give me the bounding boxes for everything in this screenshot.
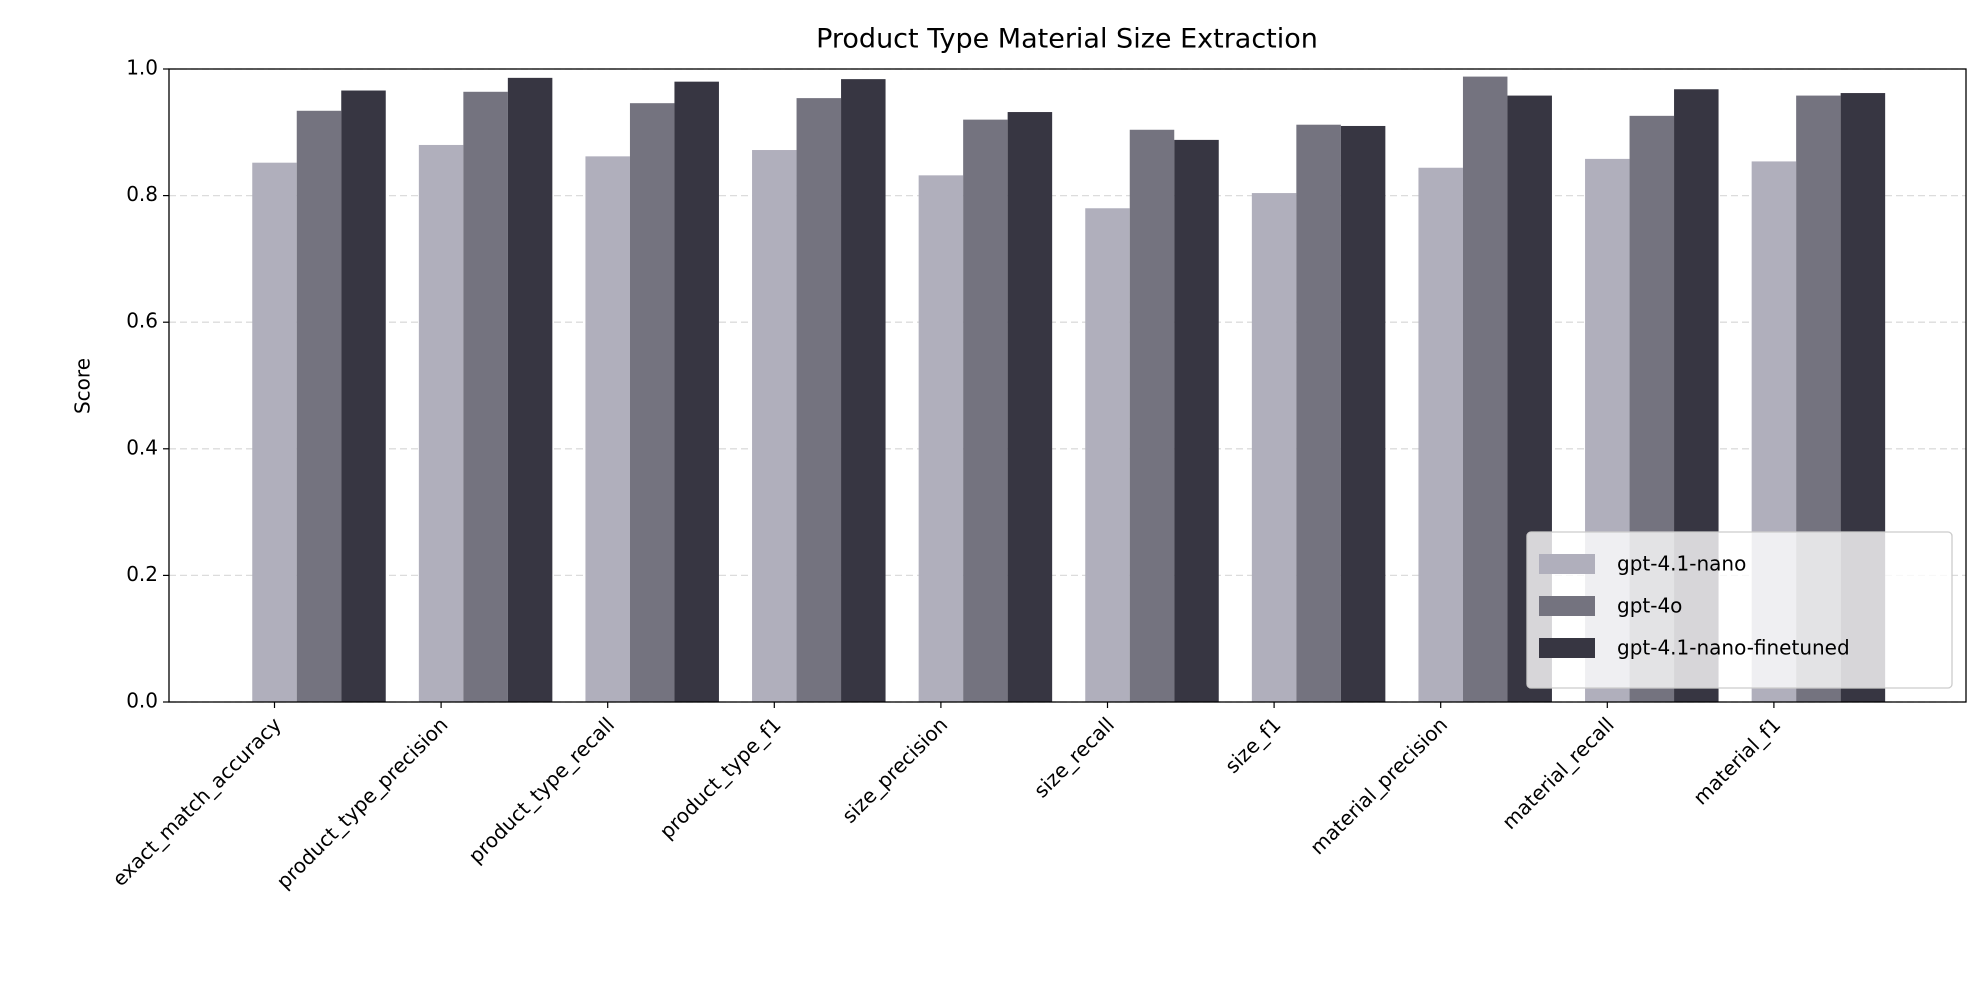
bar <box>1340 125 1386 703</box>
bar <box>752 150 797 703</box>
y-tick-label: 0.6 <box>126 309 158 333</box>
legend-label: gpt-4.1-nano <box>1617 552 1746 576</box>
x-tick-label: material_precision <box>1305 712 1452 859</box>
bar <box>1174 139 1219 702</box>
x-tick-label: product_type_recall <box>464 712 620 868</box>
y-tick-label: 0.2 <box>126 562 158 586</box>
legend-label: gpt-4o <box>1617 594 1682 618</box>
bar <box>1129 129 1175 702</box>
axes-frame <box>168 68 1967 703</box>
bar <box>629 103 675 702</box>
legend-swatch <box>1539 638 1595 658</box>
bar <box>1418 167 1463 703</box>
y-tick-label: 0.0 <box>126 689 158 713</box>
bar <box>1251 193 1297 702</box>
x-tick-label: exact_match_accuracy <box>107 712 286 891</box>
y-tick-label: 1.0 <box>126 56 158 80</box>
legend-swatch <box>1539 596 1595 616</box>
bar <box>1085 208 1130 702</box>
x-tick-label: material_recall <box>1497 712 1619 834</box>
x-tick-label: product_type_precision <box>272 712 453 893</box>
bar <box>1462 76 1508 702</box>
bar <box>341 90 386 703</box>
bar <box>1007 112 1053 702</box>
x-tick-label: size_precision <box>837 712 952 827</box>
bar <box>841 79 886 703</box>
x-tick-label: size_f1 <box>1220 712 1285 777</box>
legend-box <box>1526 531 1953 689</box>
bar <box>963 119 1008 702</box>
bar <box>463 91 508 702</box>
legend-swatch <box>1539 554 1595 574</box>
chart-title: Product Type Material Size Extraction <box>816 24 1318 55</box>
bar <box>418 144 464 702</box>
bar <box>585 156 630 702</box>
bar <box>796 98 842 703</box>
x-tick-label: material_f1 <box>1688 712 1785 809</box>
bar <box>296 110 342 702</box>
bar <box>1296 124 1341 703</box>
bar <box>507 77 553 702</box>
bar <box>918 175 964 702</box>
bar <box>674 81 719 702</box>
x-tick-label: size_recall <box>1029 712 1119 802</box>
legend-label: gpt-4.1-nano-finetuned <box>1617 636 1850 660</box>
x-tick-label: product_type_f1 <box>655 712 786 843</box>
y-axis-label: Score <box>71 358 95 414</box>
bar <box>252 162 297 702</box>
y-tick-label: 0.8 <box>126 182 158 206</box>
y-tick-label: 0.4 <box>126 435 158 459</box>
